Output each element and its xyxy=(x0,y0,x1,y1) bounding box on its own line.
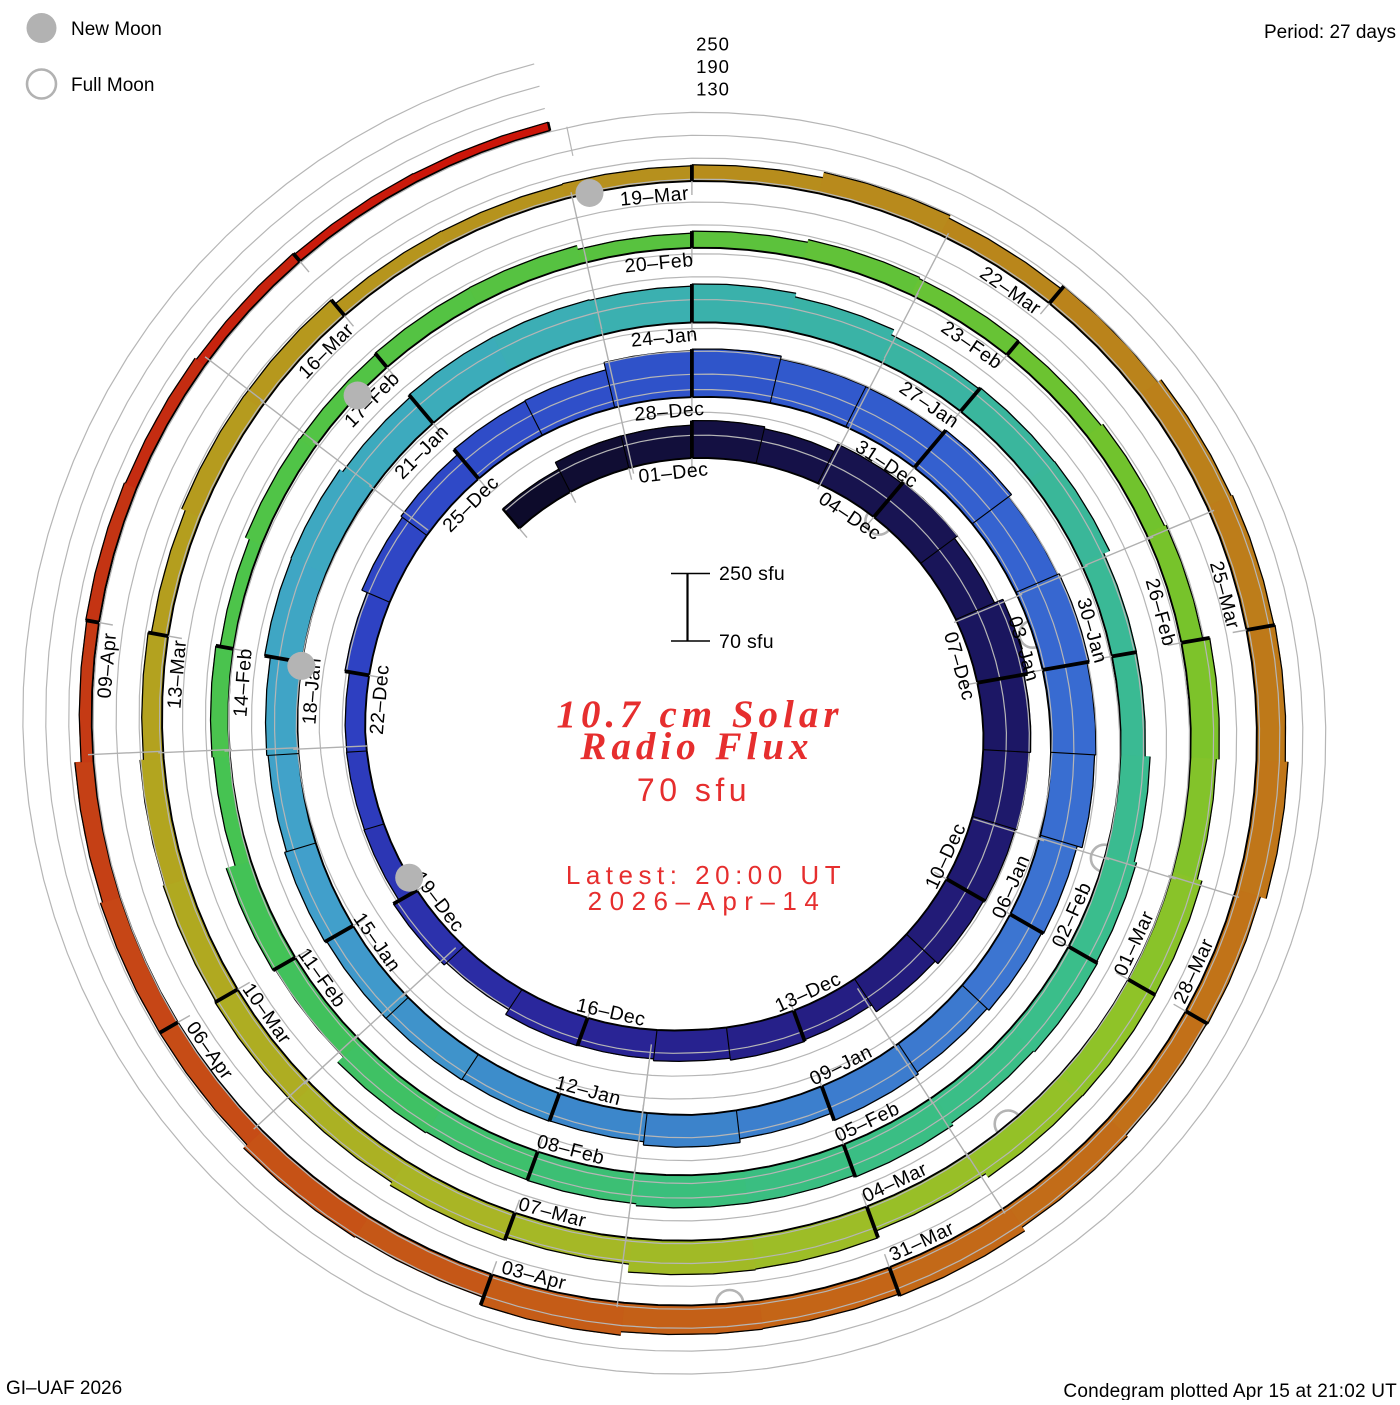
svg-text:Latest: 20:00 UT: Latest: 20:00 UT xyxy=(566,860,846,890)
svg-text:70 sfu: 70 sfu xyxy=(719,631,774,653)
svg-text:14–Feb: 14–Feb xyxy=(229,647,256,718)
svg-text:Radio Flux: Radio Flux xyxy=(579,725,813,768)
svg-text:130: 130 xyxy=(696,79,730,100)
svg-text:250 sfu: 250 sfu xyxy=(719,563,785,585)
svg-text:190: 190 xyxy=(696,56,730,77)
svg-text:Condegram plotted Apr 15 at 21: Condegram plotted Apr 15 at 21:02 UT xyxy=(1063,1381,1397,1400)
svg-text:70 sfu: 70 sfu xyxy=(637,772,751,808)
svg-text:250: 250 xyxy=(696,34,730,55)
svg-text:10.7 cm Solar: 10.7 cm Solar xyxy=(556,693,843,736)
svg-text:GI–UAF 2026: GI–UAF 2026 xyxy=(6,1378,122,1399)
svg-text:Period: 27 days: Period: 27 days xyxy=(1264,22,1396,43)
svg-text:2026–Apr–14: 2026–Apr–14 xyxy=(588,886,827,916)
svg-text:Full Moon: Full Moon xyxy=(71,75,154,96)
svg-text:New Moon: New Moon xyxy=(71,19,162,40)
